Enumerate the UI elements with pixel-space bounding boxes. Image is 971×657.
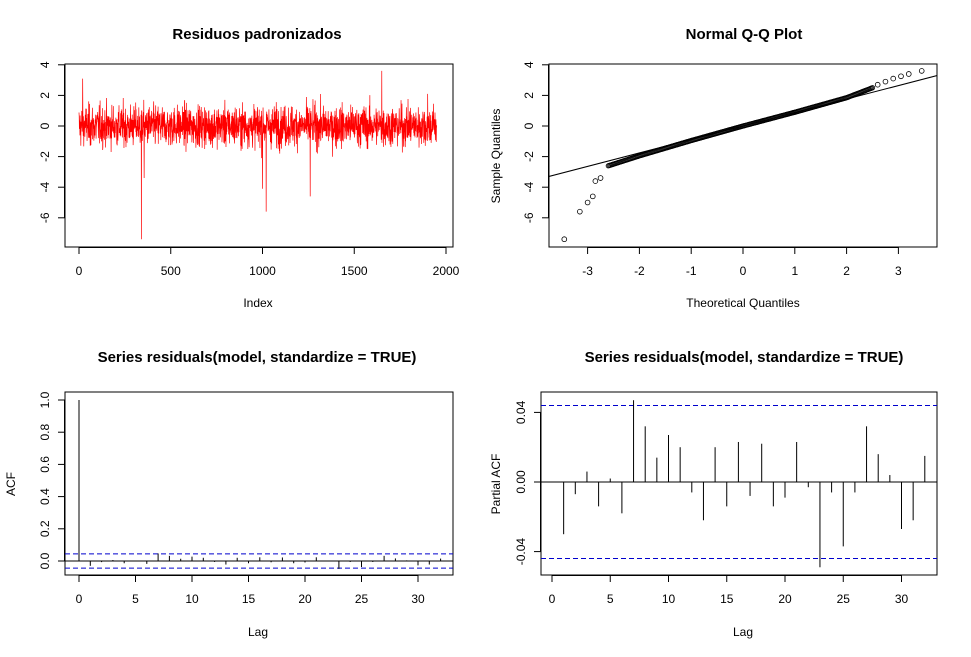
qq-tail-point	[592, 178, 599, 184]
residuals-xlabel: Index	[243, 296, 272, 310]
x-tick-label: 10	[185, 592, 199, 606]
qq-xlabel: Theoretical Quantiles	[686, 296, 799, 310]
y-tick-label: 0.4	[38, 488, 52, 505]
y-tick-label: 1.0	[38, 391, 52, 408]
x-tick-label: 2	[843, 264, 850, 278]
pacf-xlabel: Lag	[733, 625, 753, 639]
qq-plot-frame	[548, 63, 938, 248]
residual-line	[78, 70, 437, 240]
x-tick-label: 25	[355, 592, 369, 606]
qq-tail-point	[577, 208, 583, 215]
y-tick-label: -4	[522, 182, 536, 193]
qq-tail-point	[584, 199, 591, 206]
y-tick-label: 2	[522, 92, 536, 99]
y-tick-label: -2	[38, 151, 52, 162]
qq-tail-point	[882, 78, 889, 85]
residuals-panel: Residuos padronizados 0 500 1000 1500 2000 4 2…	[38, 26, 460, 310]
qq-tail-point	[918, 68, 925, 74]
residuals-axes: 0 500 1000 1500 2000 4 2 0 -2 -4 -6	[38, 61, 460, 278]
x-tick-label: 0	[76, 264, 83, 278]
x-tick-label: 2000	[433, 264, 460, 278]
acf-plot-frame	[64, 391, 454, 576]
qq-tail-point	[561, 236, 568, 243]
y-tick-label: 0.00	[514, 470, 528, 494]
x-tick-label: 0	[76, 592, 83, 606]
y-tick-label: -6	[38, 212, 52, 223]
qq-tail-point	[874, 81, 881, 88]
x-tick-label: 1	[791, 264, 798, 278]
y-tick-label: 4	[38, 61, 52, 68]
y-tick-label: 2	[38, 92, 52, 99]
pacf-axes: 0 5 10 15 20 25 30 0.04 0.00 -0.04	[514, 400, 908, 606]
x-tick-label: 0	[740, 264, 747, 278]
residuals-title: Residuos padronizados	[172, 26, 341, 43]
x-tick-label: -1	[686, 264, 697, 278]
qq-tail-point	[905, 71, 912, 77]
x-tick-label: -2	[634, 264, 645, 278]
qq-panel: Normal Q-Q Plot -3 -2 -1 0 1 2 3 4 2 0 -2 -4 -6 Theo…	[489, 26, 938, 310]
pacf-plot-frame	[540, 391, 938, 576]
x-tick-label: 1500	[341, 264, 368, 278]
acf-axes: 0 5 10 15 20 25 30 0.0 0.2 0.4 0.6 0.8 1.0	[38, 391, 425, 606]
x-tick-label: 3	[895, 264, 902, 278]
x-tick-label: 30	[411, 592, 425, 606]
qq-tail-point	[890, 75, 897, 82]
y-tick-label: -0.04	[514, 538, 528, 566]
qq-ylabel: Sample Quantiles	[489, 109, 503, 204]
x-tick-label: 25	[837, 592, 851, 606]
y-tick-label: 0.0	[38, 552, 52, 569]
x-tick-label: 1000	[249, 264, 276, 278]
y-tick-label: 0.6	[38, 456, 52, 473]
y-tick-label: 4	[522, 61, 536, 68]
qq-tail-point	[589, 193, 596, 200]
x-tick-label: -3	[582, 264, 593, 278]
y-tick-label: 0	[38, 122, 52, 129]
x-tick-label: 5	[607, 592, 614, 606]
acf-panel: Series residuals(model, standardize = TR…	[4, 349, 454, 639]
x-tick-label: 15	[242, 592, 256, 606]
residuals-plot-frame	[64, 63, 454, 248]
qq-point	[869, 85, 876, 91]
qq-title: Normal Q-Q Plot	[686, 26, 803, 43]
acf-title: Series residuals(model, standardize = TR…	[98, 349, 417, 366]
x-tick-label: 15	[720, 592, 734, 606]
pacf-series	[541, 400, 937, 568]
x-tick-label: 500	[161, 264, 181, 278]
x-tick-label: 20	[298, 592, 312, 606]
qq-axes: -3 -2 -1 0 1 2 3 4 2 0 -2 -4 -6	[522, 61, 902, 278]
x-tick-label: 10	[662, 592, 676, 606]
x-tick-label: 30	[895, 592, 909, 606]
qq-tail-point	[597, 175, 604, 181]
acf-ylabel: ACF	[4, 472, 18, 496]
pacf-title: Series residuals(model, standardize = TR…	[585, 349, 904, 366]
y-tick-label: 0.2	[38, 520, 52, 537]
pacf-panel: Series residuals(model, standardize = TR…	[489, 349, 938, 639]
acf-xlabel: Lag	[248, 625, 268, 639]
y-tick-label: 0.04	[514, 400, 528, 424]
y-tick-label: -6	[522, 212, 536, 223]
residuals-series	[78, 70, 437, 240]
pacf-ylabel: Partial ACF	[489, 454, 503, 515]
x-tick-label: 20	[778, 592, 792, 606]
qq-series	[549, 68, 937, 243]
y-tick-label: -2	[522, 151, 536, 162]
y-tick-label: 0	[522, 122, 536, 129]
acf-series	[65, 400, 453, 569]
y-tick-label: 0.8	[38, 424, 52, 441]
y-tick-label: -4	[38, 182, 52, 193]
x-tick-label: 0	[549, 592, 556, 606]
qq-tail-point	[898, 73, 904, 80]
x-tick-label: 5	[132, 592, 139, 606]
